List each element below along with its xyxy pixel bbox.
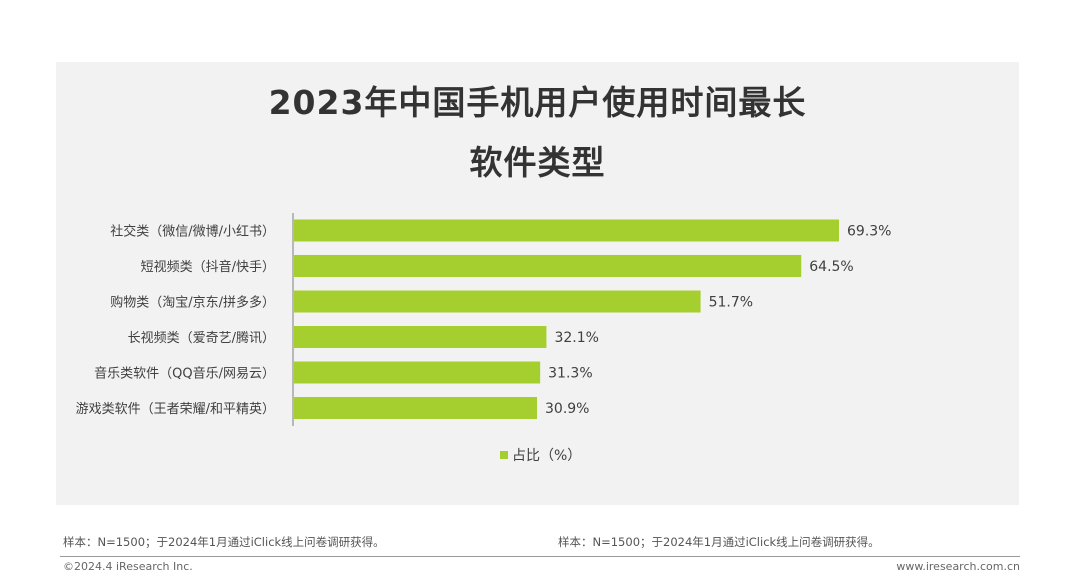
chart-panel <box>56 62 1019 505</box>
bar-1 <box>294 219 839 242</box>
category-label-3: 购物类（淘宝/京东/拼多多） <box>110 295 275 311</box>
data-label-1: 69.3% <box>847 224 891 240</box>
category-label-2: 短视频类（抖音/快手） <box>141 259 275 275</box>
data-label-6: 30.9% <box>545 401 589 417</box>
category-label-6: 游戏类软件（王者荣耀/和平精英） <box>76 402 275 417</box>
category-label-5: 音乐类软件（QQ音乐/网易云） <box>94 366 275 382</box>
data-label-3: 51.7% <box>709 295 753 311</box>
bar-5 <box>294 361 541 384</box>
copyright-text: ©2024.4 iResearch Inc. <box>63 560 193 573</box>
bar-3 <box>294 290 701 313</box>
data-label-2: 64.5% <box>809 259 853 275</box>
bar-4 <box>294 326 547 348</box>
chart-title-line2: 软件类型 <box>469 143 606 182</box>
category-label-1: 社交类（微信/微博/小红书） <box>110 224 275 240</box>
chart-title-line1: 2023年中国手机用户使用时间最长 <box>268 83 807 122</box>
data-label-4: 32.1% <box>554 330 598 346</box>
website-text: www.iresearch.com.cn <box>896 560 1020 573</box>
legend-label: 占比（%） <box>512 448 581 464</box>
legend-swatch <box>500 451 508 459</box>
bar-6 <box>294 397 538 419</box>
footer-divider <box>60 556 1020 557</box>
bar-2 <box>294 255 802 277</box>
data-label-5: 31.3% <box>548 366 592 382</box>
sample-note-right: 样本：N=1500；于2024年1月通过iClick线上问卷调研获得。 <box>558 535 880 549</box>
category-label-4: 长视频类（爱奇艺/腾讯） <box>128 330 275 346</box>
sample-note-left: 样本：N=1500；于2024年1月通过iClick线上问卷调研获得。 <box>63 535 385 549</box>
